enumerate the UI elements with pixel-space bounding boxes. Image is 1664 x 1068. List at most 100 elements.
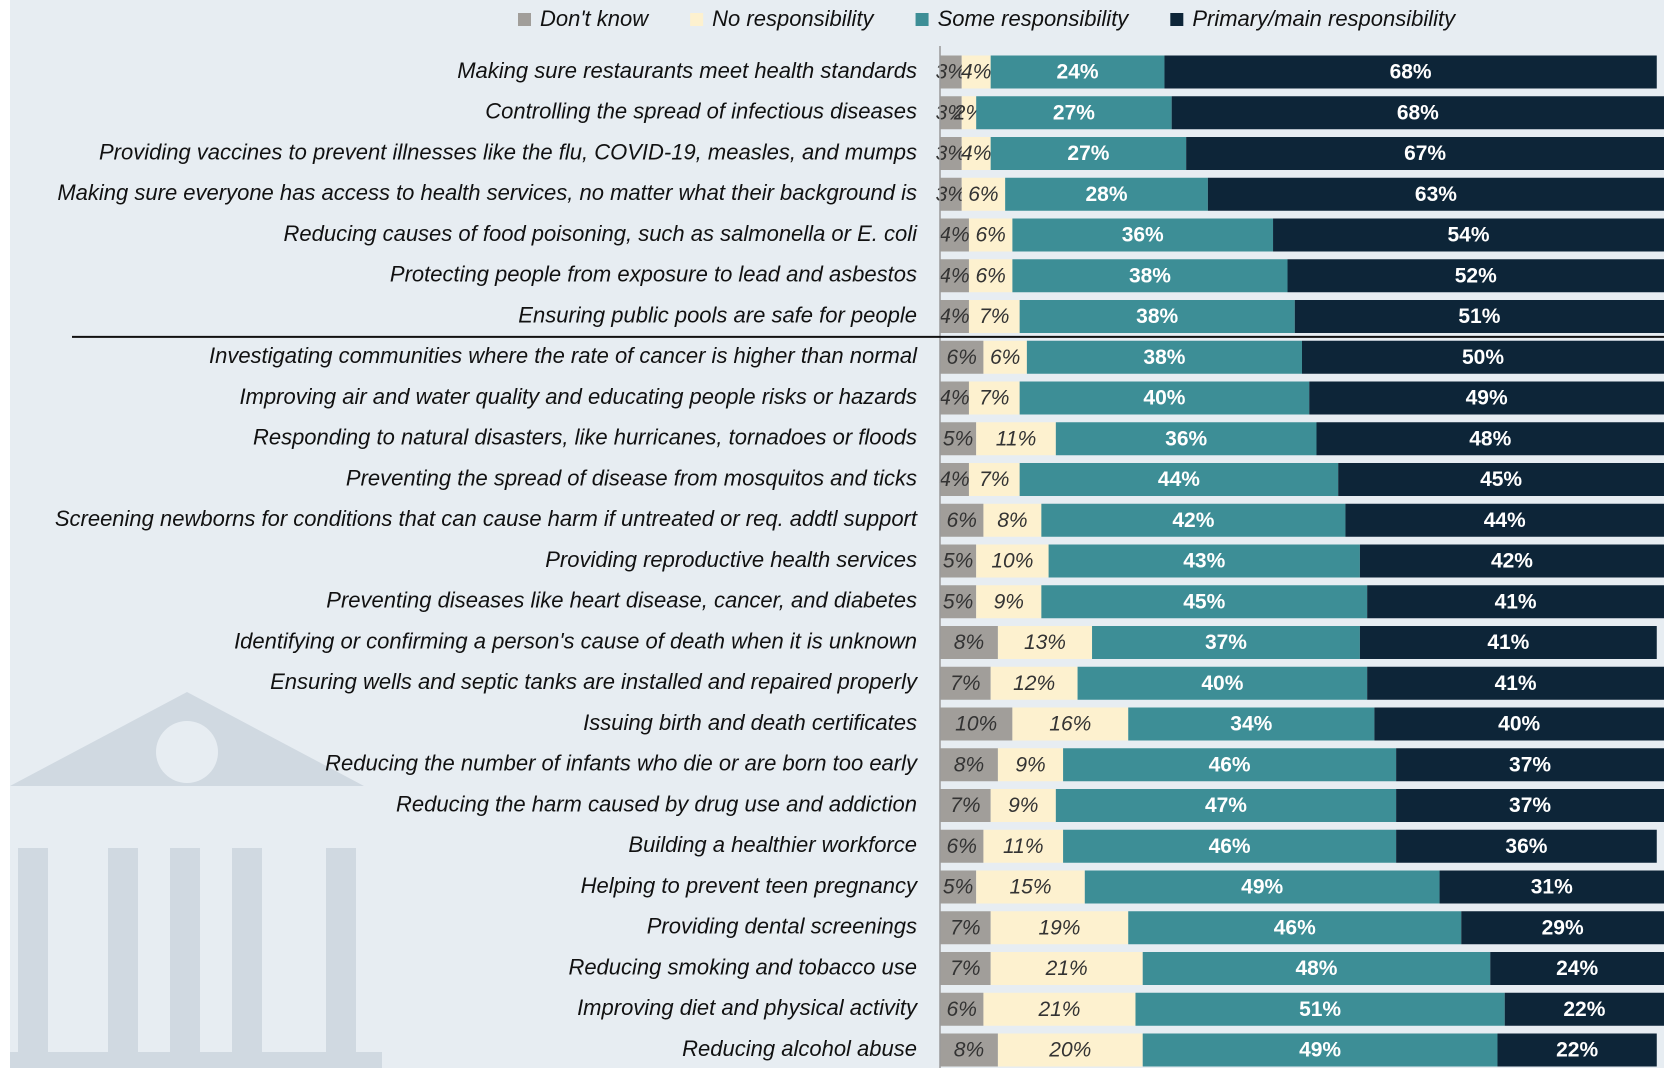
- value-label: 9%: [1015, 753, 1045, 776]
- value-label: 63%: [1415, 183, 1457, 206]
- category-label: Improving air and water quality and educ…: [240, 384, 918, 409]
- value-label: 6%: [990, 346, 1020, 369]
- value-label: 7%: [950, 794, 980, 817]
- value-label: 49%: [1299, 1039, 1341, 1062]
- value-label: 12%: [1013, 672, 1055, 695]
- value-label: 7%: [950, 672, 980, 695]
- value-label: 67%: [1404, 142, 1446, 165]
- value-label: 8%: [954, 631, 984, 654]
- icon-column: [18, 848, 48, 1068]
- value-label: 37%: [1509, 753, 1551, 776]
- value-label: 4%: [939, 387, 969, 410]
- value-label: 40%: [1498, 713, 1540, 736]
- value-label: 16%: [1049, 713, 1091, 736]
- value-label: 38%: [1136, 305, 1178, 328]
- icon-column: [326, 848, 356, 1068]
- value-label: 6%: [976, 264, 1006, 287]
- value-label: 4%: [939, 305, 969, 328]
- value-label: 44%: [1158, 468, 1200, 491]
- value-label: 24%: [1057, 61, 1099, 84]
- value-label: 7%: [979, 468, 1009, 491]
- value-label: 7%: [950, 957, 980, 980]
- value-label: 7%: [979, 387, 1009, 410]
- value-label: 5%: [943, 590, 973, 613]
- value-label: 51%: [1299, 998, 1341, 1021]
- value-label: 10%: [991, 550, 1033, 573]
- value-label: 40%: [1201, 672, 1243, 695]
- category-label: Preventing diseases like heart disease, …: [326, 588, 917, 613]
- value-label: 27%: [1067, 142, 1109, 165]
- category-label: Providing reproductive health services: [545, 547, 917, 572]
- value-label: 45%: [1183, 590, 1225, 613]
- value-label: 19%: [1038, 916, 1080, 939]
- legend-label: Don't know: [540, 6, 650, 31]
- category-label: Identifying or confirming a person's cau…: [234, 628, 917, 653]
- value-label: 52%: [1455, 264, 1497, 287]
- value-label: 31%: [1531, 876, 1573, 899]
- value-label: 49%: [1241, 876, 1283, 899]
- value-label: 37%: [1509, 794, 1551, 817]
- value-label: 41%: [1487, 631, 1529, 654]
- category-label: Issuing birth and death certificates: [583, 710, 917, 735]
- value-label: 15%: [1009, 876, 1051, 899]
- value-label: 36%: [1122, 224, 1164, 247]
- value-label: 8%: [954, 753, 984, 776]
- value-label: 9%: [1008, 794, 1038, 817]
- value-label: 8%: [997, 509, 1027, 532]
- value-label: 36%: [1505, 835, 1547, 858]
- value-label: 6%: [947, 835, 977, 858]
- icon-base: [10, 1052, 382, 1068]
- value-label: 4%: [939, 264, 969, 287]
- value-label: 6%: [976, 224, 1006, 247]
- value-label: 6%: [968, 183, 998, 206]
- value-label: 49%: [1466, 387, 1508, 410]
- category-label: Reducing the number of infants who die o…: [325, 751, 919, 776]
- icon-column: [170, 848, 200, 1068]
- value-label: 34%: [1230, 713, 1272, 736]
- value-label: 46%: [1274, 916, 1316, 939]
- value-label: 38%: [1129, 264, 1171, 287]
- value-label: 29%: [1542, 916, 1584, 939]
- category-label: Reducing alcohol abuse: [682, 1036, 917, 1061]
- value-label: 42%: [1172, 509, 1214, 532]
- category-label: Providing vaccines to prevent illnesses …: [99, 139, 917, 164]
- legend-label: No responsibility: [712, 6, 875, 31]
- category-label: Protecting people from exposure to lead …: [390, 262, 917, 287]
- icon-column: [232, 848, 262, 1068]
- value-label: 47%: [1205, 794, 1247, 817]
- category-label: Responding to natural disasters, like hu…: [253, 425, 917, 450]
- value-label: 6%: [947, 998, 977, 1021]
- legend-label: Primary/main responsibility: [1192, 6, 1457, 31]
- value-label: 4%: [961, 142, 991, 165]
- value-label: 42%: [1491, 550, 1533, 573]
- value-label: 11%: [1003, 835, 1043, 858]
- value-label: 46%: [1209, 753, 1251, 776]
- value-label: 45%: [1480, 468, 1522, 491]
- category-label: Ensuring wells and septic tanks are inst…: [270, 669, 919, 694]
- value-label: 21%: [1045, 957, 1088, 980]
- value-label: 22%: [1563, 998, 1605, 1021]
- value-label: 10%: [955, 713, 997, 736]
- category-label: Making sure restaurants meet health stan…: [457, 58, 917, 83]
- category-label: Helping to prevent teen pregnancy: [581, 873, 919, 898]
- value-label: 7%: [979, 305, 1009, 328]
- legend-label: Some responsibility: [938, 6, 1131, 31]
- category-label: Screening newborns for conditions that c…: [55, 506, 918, 531]
- category-label: Reducing the harm caused by drug use and…: [396, 791, 917, 816]
- legend-swatch: [916, 13, 929, 26]
- value-label: 36%: [1165, 427, 1207, 450]
- value-label: 46%: [1209, 835, 1251, 858]
- value-label: 5%: [943, 550, 973, 573]
- category-label: Preventing the spread of disease from mo…: [346, 465, 917, 490]
- value-label: 37%: [1205, 631, 1247, 654]
- category-label: Controlling the spread of infectious dis…: [485, 99, 917, 124]
- category-label: Ensuring public pools are safe for peopl…: [518, 302, 917, 327]
- value-label: 48%: [1295, 957, 1337, 980]
- value-label: 5%: [943, 876, 973, 899]
- category-label: Reducing causes of food poisoning, such …: [284, 221, 919, 246]
- value-label: 50%: [1462, 346, 1504, 369]
- value-label: 68%: [1397, 101, 1439, 124]
- category-label: Providing dental screenings: [647, 914, 917, 939]
- value-label: 22%: [1556, 1039, 1598, 1062]
- value-label: 13%: [1024, 631, 1066, 654]
